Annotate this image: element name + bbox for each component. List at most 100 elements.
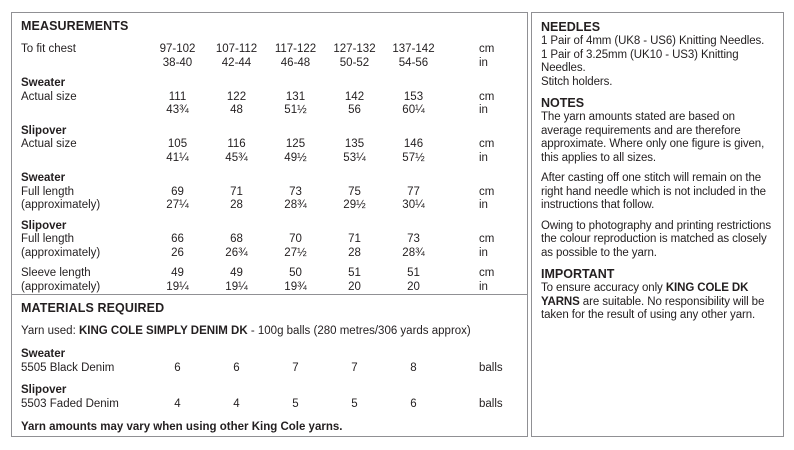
- size-value: 28¾: [284, 199, 307, 211]
- row-spacer: [21, 118, 518, 125]
- size-value: 20: [348, 280, 361, 293]
- size-value: 28¾: [402, 246, 425, 259]
- row-label: Full length: [21, 185, 75, 198]
- size-value: 20: [407, 280, 420, 293]
- size-value: 51: [407, 267, 420, 279]
- yarn-used-line: Yarn used: KING COLE SIMPLY DENIM DK - 1…: [21, 324, 518, 338]
- paragraph-spacer: [541, 89, 774, 96]
- size-value: 122: [226, 90, 247, 103]
- measurement-row-slipover-full-length-in: (approximately) 26 26¾ 27½ 28 28¾ in: [21, 247, 518, 261]
- row-label: Actual size: [21, 138, 77, 150]
- measurement-row-sweater-full-length-in: (approximately) 27¼ 28 28¾ 29½ 30¼ in: [21, 199, 518, 213]
- unit-label: in: [479, 151, 488, 164]
- size-value: 125: [285, 138, 306, 150]
- shade-label: 5503 Faded Denim: [21, 397, 119, 410]
- yarn-used-prefix: Yarn used:: [21, 325, 79, 337]
- size-value: 137-142: [392, 43, 435, 55]
- materials-row-sweater: 5505 Black Denim 6 6 7 7 8 balls: [21, 362, 518, 376]
- size-value: 146: [403, 138, 424, 150]
- size-value: 97-102: [159, 43, 196, 55]
- size-value: 43¾: [166, 104, 189, 116]
- size-value: 135: [344, 138, 365, 150]
- row-spacer: [21, 375, 518, 384]
- unit-label: in: [479, 280, 488, 293]
- unit-label: in: [479, 199, 488, 211]
- row-label: Full length: [21, 233, 75, 245]
- size-value: 54-56: [398, 56, 429, 69]
- size-value: 28: [230, 199, 243, 211]
- needles-item: 1 Pair of 3.25mm (UK10 - US3) Knitting N…: [541, 48, 739, 75]
- ball-count: 5: [292, 397, 299, 410]
- garment-group-row: Sweater: [21, 77, 518, 91]
- size-value: 153: [403, 90, 424, 103]
- garment-group-label: Slipover: [21, 384, 67, 396]
- garment-group-row: Sweater: [21, 348, 518, 362]
- row-label: Sleeve length: [21, 267, 91, 279]
- left-panel: MEASUREMENTS To fit chest 97-102 107-112…: [11, 12, 528, 437]
- size-value: 49: [230, 267, 243, 279]
- size-value: 75: [348, 185, 361, 198]
- row-label: [21, 104, 148, 118]
- row-label: [21, 57, 148, 71]
- size-value: 51½: [284, 104, 307, 116]
- measurement-row-sweater-actual-size-in: 43¾ 48 51½ 56 60¼ in: [21, 104, 518, 118]
- size-value: 68: [230, 233, 243, 245]
- garment-group-row: Slipover: [21, 125, 518, 139]
- size-value: 60¼: [402, 104, 425, 116]
- size-value: 57½: [402, 151, 425, 164]
- size-value: 51: [348, 267, 361, 279]
- unit-label: balls: [479, 361, 503, 374]
- notes-paragraph: Owing to photography and printing restri…: [541, 219, 772, 259]
- size-value: 19¾: [284, 280, 307, 293]
- important-paragraph: To ensure accuracy only KING COLE DK YAR…: [541, 282, 774, 323]
- unit-label: balls: [479, 397, 503, 410]
- size-value: 41¼: [166, 151, 189, 164]
- size-value: 48: [230, 104, 243, 116]
- size-value: 70: [289, 233, 302, 245]
- unit-label: in: [479, 56, 488, 69]
- garment-group-label: Sweater: [21, 348, 66, 360]
- row-label: (approximately): [21, 280, 101, 293]
- needles-item: 1 Pair of 4mm (UK8 - US6) Knitting Needl…: [541, 35, 765, 47]
- row-label: To fit chest: [21, 43, 76, 55]
- size-value: 29½: [343, 199, 366, 211]
- size-value: 19¼: [225, 280, 248, 293]
- measurement-row-sleeve-length-in: (approximately) 19¼ 19¼ 19¾ 20 20 in: [21, 281, 518, 295]
- ball-count: 7: [292, 361, 299, 374]
- measurement-row-slipover-actual-size-cm: Actual size 105 116 125 135 146 cm: [21, 138, 518, 152]
- size-value: 42-44: [221, 56, 252, 69]
- size-value: 116: [227, 138, 246, 150]
- garment-group-label: Sweater: [21, 172, 66, 184]
- materials-section: MATERIALS REQUIRED Yarn used: KING COLE …: [12, 294, 527, 435]
- size-value: 46-48: [280, 56, 311, 69]
- size-value: 53¼: [343, 151, 366, 164]
- size-value: 28: [348, 246, 361, 259]
- shade-label: 5505 Black Denim: [21, 361, 115, 374]
- right-panel: NEEDLES 1 Pair of 4mm (UK8 - US6) Knitti…: [531, 12, 784, 437]
- size-value: 127-132: [333, 43, 376, 55]
- yarn-used-suffix: - 100g balls (280 metres/306 yards appro…: [247, 325, 471, 337]
- ball-count: 4: [174, 397, 181, 410]
- ball-count: 7: [351, 361, 358, 374]
- row-label: (approximately): [21, 246, 101, 259]
- important-title: IMPORTANT: [541, 267, 615, 281]
- ball-count: 6: [233, 361, 240, 374]
- size-value: 107-112: [215, 43, 258, 55]
- materials-row-slipover: 5503 Faded Denim 4 4 5 5 6 balls: [21, 398, 518, 412]
- size-value: 30¼: [402, 199, 425, 211]
- size-value: 26: [171, 246, 184, 259]
- measurements-title: MEASUREMENTS: [21, 19, 129, 33]
- size-value: 27¼: [166, 199, 189, 211]
- measurement-row-sweater-actual-size-cm: Actual size 111 122 131 142 153 cm: [21, 91, 518, 105]
- size-value: 19¼: [166, 280, 189, 293]
- measurement-row-to-fit-chest-cm: To fit chest 97-102 107-112 117-122 127-…: [21, 43, 518, 57]
- unit-label: cm: [479, 43, 495, 55]
- ball-count: 4: [233, 397, 240, 410]
- size-value: 49½: [284, 151, 307, 164]
- size-value: 66: [171, 233, 184, 245]
- paragraph-spacer: [541, 165, 774, 172]
- size-value: 69: [171, 185, 184, 198]
- notes-paragraph: The yarn amounts stated are based on ave…: [541, 111, 765, 164]
- unit-label: cm: [479, 185, 495, 198]
- size-value: 73: [407, 233, 420, 245]
